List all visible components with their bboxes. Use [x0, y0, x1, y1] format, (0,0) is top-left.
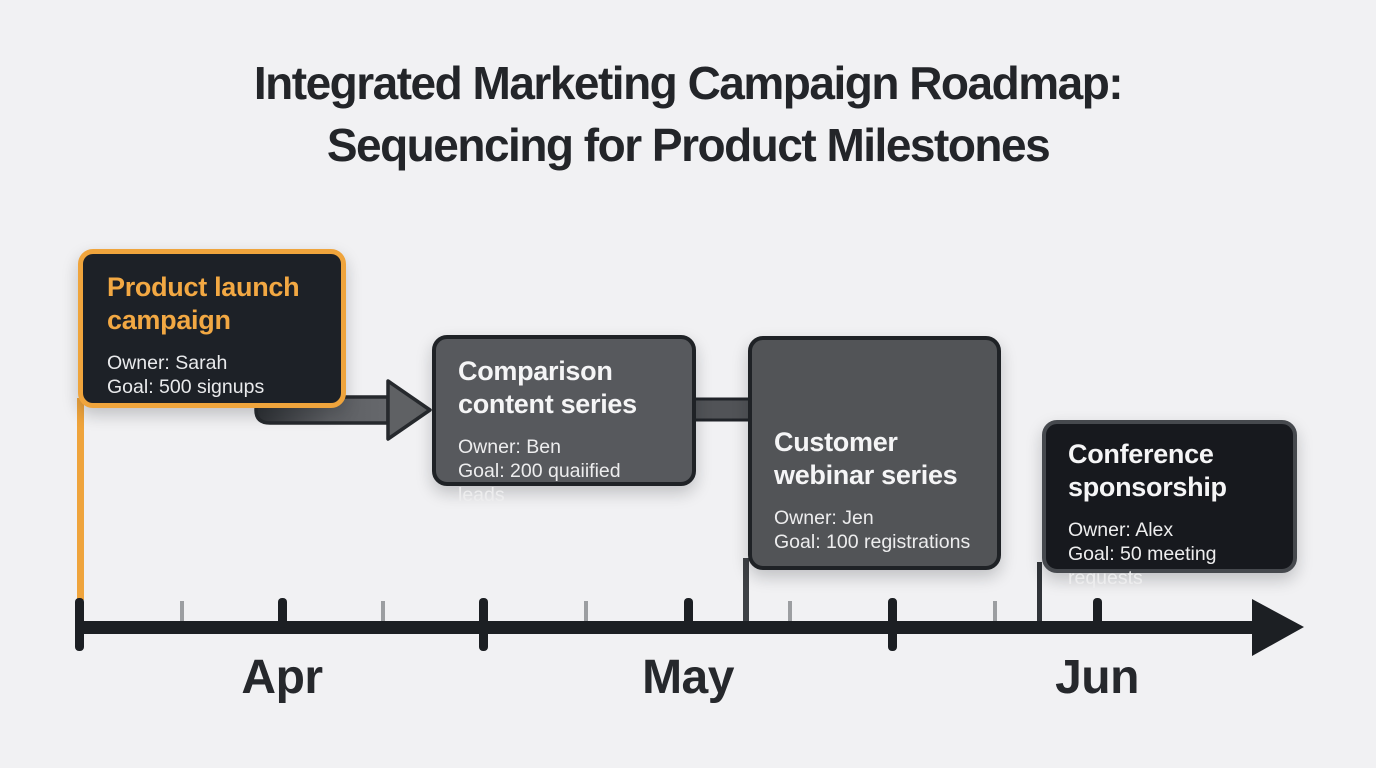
tick-minor-1 [180, 601, 184, 621]
card-title-line2: sponsorship [1068, 472, 1227, 502]
tick-minor-2 [381, 601, 385, 621]
card-title: Customer webinar series [774, 426, 975, 492]
arrow-head-launch-to-comparison [386, 379, 432, 441]
card-goal: Goal: 500 signups [107, 376, 265, 398]
tick-month-apr [278, 598, 287, 628]
tick-month-jun [1093, 598, 1102, 628]
card-owner: Owner: Sarah [107, 352, 228, 374]
tick-minor-5 [993, 601, 997, 621]
card-meta: Owner: Jen Goal: 100 registrations [774, 506, 975, 554]
card-title-line1: Customer [774, 427, 898, 457]
tick-major-1 [75, 598, 84, 651]
tick-month-may [684, 598, 693, 628]
timeline-axis [80, 621, 1260, 634]
card-owner: Owner: Jen [774, 507, 874, 529]
card-title-line1: Conference [1068, 439, 1214, 469]
card-product-launch-campaign: Product launch campaign Owner: Sarah Goa… [78, 249, 346, 408]
connector-webinar-to-axis [743, 558, 749, 624]
card-owner: Owner: Alex [1068, 519, 1174, 541]
card-conference-sponsorship: Conference sponsorship Owner: Alex Goal:… [1042, 420, 1297, 589]
card-meta: Owner: Alex Goal: 50 meeting requests [1068, 518, 1271, 590]
tick-minor-3 [584, 601, 588, 621]
card-title-line2: content series [458, 389, 637, 419]
connector-conference-to-axis [1037, 562, 1042, 624]
tick-minor-4 [788, 601, 792, 621]
tick-major-2 [479, 598, 488, 651]
page-title-line1: Integrated Marketing Campaign Roadmap: [253, 57, 1124, 109]
connector-product-launch-to-axis [77, 398, 84, 600]
card-comparison-content-series: Comparison content series Owner: Ben Goa… [432, 335, 696, 506]
page-title: Integrated Marketing Campaign Roadmap: S… [0, 52, 1376, 176]
card-goal: Goal: 50 meeting requests [1068, 543, 1217, 589]
card-meta: Owner: Sarah Goal: 500 signups [107, 351, 317, 399]
month-label-may: May [642, 651, 734, 704]
card-title-line2: campaign [107, 305, 231, 335]
card-title-line2: webinar series [774, 460, 958, 490]
card-owner: Owner: Ben [458, 436, 561, 458]
tick-major-3 [888, 598, 897, 651]
card-title: Comparison content series [458, 355, 670, 421]
card-customer-webinar-series: Customer webinar series Owner: Jen Goal:… [748, 336, 1001, 570]
card-goal: Goal: 200 quaiified leads [458, 460, 621, 506]
card-goal: Goal: 100 registrations [774, 531, 971, 553]
month-label-jun: Jun [1055, 651, 1139, 704]
card-title: Conference sponsorship [1068, 438, 1271, 504]
card-title-line1: Comparison [458, 356, 613, 386]
card-title-line1: Product launch [107, 272, 300, 302]
card-meta: Owner: Ben Goal: 200 quaiified leads [458, 435, 670, 507]
month-label-apr: Apr [241, 651, 323, 704]
page-title-line2: Sequencing for Product Milestones [326, 119, 1051, 171]
connector-comparison-to-webinar [686, 397, 756, 422]
card-title: Product launch campaign [107, 271, 317, 337]
timeline-arrow-head-icon [1252, 599, 1304, 656]
